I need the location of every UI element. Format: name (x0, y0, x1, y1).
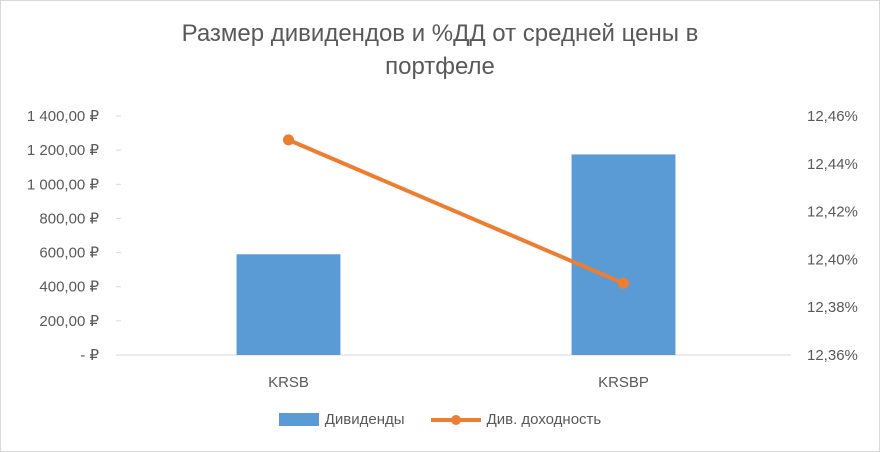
y-right-tick-label: 12,42% (807, 204, 858, 221)
y-right-tick-label: 12,46% (807, 108, 858, 125)
legend-swatch-yield (430, 413, 481, 426)
y-left-tick-label: 200,00 ₽ (39, 313, 99, 330)
y-left-tick-label: 1 000,00 ₽ (27, 176, 100, 193)
chart-title-line-1: Размер дивидендов и %ДД от средней цены … (181, 20, 699, 47)
y-left-tick-label: - ₽ (80, 347, 99, 364)
y-left-tick-label: 600,00 ₽ (39, 245, 99, 262)
y-left-tick-label: 1 400,00 ₽ (27, 108, 100, 125)
legend-swatch-dividends (278, 413, 319, 426)
chart-title-line-2: портфеле (385, 53, 495, 80)
x-category-label: KRSBP (598, 374, 649, 391)
legend-item-dividends: Дивиденды (278, 411, 405, 428)
y-left-tick-label: 400,00 ₽ (39, 279, 99, 296)
chart-title: Размер дивидендов и %ДД от средней цены … (1, 17, 879, 83)
legend: Дивиденды Див. доходность (1, 411, 879, 428)
y-right-tick-label: 12,38% (807, 299, 858, 316)
y-left-tick-label: 1 200,00 ₽ (27, 142, 100, 159)
x-category-label: KRSB (268, 374, 309, 391)
y-right-tick-label: 12,40% (807, 251, 858, 268)
y-right-tick-label: 12,44% (807, 156, 858, 173)
y-left-tick-label: 800,00 ₽ (39, 210, 99, 227)
bar-krsb (236, 254, 341, 355)
bar-krsbp (571, 154, 676, 355)
legend-label-dividends: Дивиденды (324, 411, 405, 428)
legend-label-yield: Див. доходность (486, 411, 602, 428)
legend-item-yield: Див. доходность (430, 411, 602, 428)
yield-line (286, 137, 626, 286)
yield-point-krsbp (618, 277, 629, 289)
y-right-tick-label: 12,36% (807, 347, 858, 364)
yield-point-krsb (283, 134, 294, 146)
